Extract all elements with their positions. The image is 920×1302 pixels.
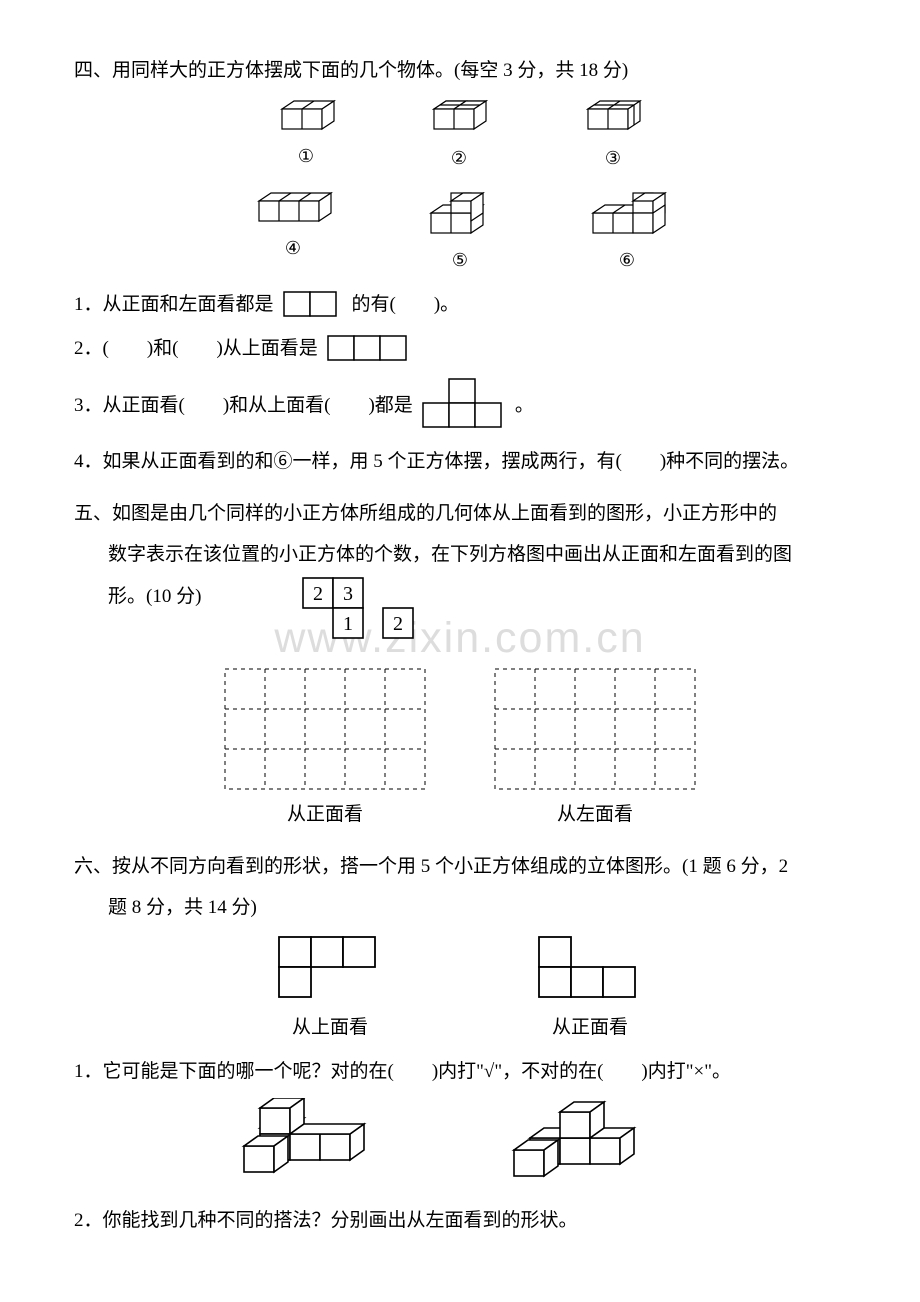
s6-view-pair: 从上面看 从正面看 (74, 933, 846, 1042)
cell-r1c1: 2 (393, 613, 403, 635)
cube-shape-3 (578, 95, 648, 141)
s6-line2: 题 8 分，共 14 分) (108, 887, 257, 929)
l-shape-icon (419, 377, 509, 433)
cube-shape-6 (583, 187, 671, 243)
s4-fig6: ⑥ (583, 187, 671, 275)
s5-right-label: 从左面看 (490, 800, 700, 829)
cube-shape-4 (249, 187, 337, 231)
s6-top-view: 从上面看 (275, 933, 385, 1042)
solid-1 (230, 1098, 400, 1188)
top-view-shape (275, 933, 385, 1003)
s4-q3: 3．从正面看( )和从上面看( )都是 。 (74, 377, 846, 433)
s5-left-label: 从正面看 (220, 800, 430, 829)
s6-q1: 1．它可能是下面的哪一个呢？对的在( )内打"√"，不对的在( )内打"×"。 (74, 1057, 846, 1086)
s4-cap3: ③ (578, 145, 648, 173)
s4-q2-a: 2．( )和( )从上面看是 (74, 334, 318, 363)
s4-cap1: ① (272, 143, 340, 171)
s4-title: 四、用同样大的正方体摆成下面的几个物体。(每空 3 分，共 18 分) (74, 56, 846, 85)
cell-r0c0: 2 (313, 583, 323, 605)
s4-fig1: ① (272, 95, 340, 173)
number-grid: 2 3 1 2 (301, 576, 421, 646)
s4-cap6: ⑥ (583, 247, 671, 275)
s4-fig4: ④ (249, 187, 337, 275)
s4-cap4: ④ (249, 235, 337, 263)
solid-2 (500, 1098, 690, 1188)
s6-top-label: 从上面看 (275, 1013, 385, 1042)
s4-cap5: ⑤ (421, 247, 499, 275)
three-square-icon (324, 333, 414, 363)
s4-q1: 1．从正面和左面看都是 的有( )。 (74, 289, 846, 319)
s5-grids: 从正面看 从左面看 (74, 664, 846, 829)
s4-fig3: ③ (578, 95, 648, 173)
s6-front-label: 从正面看 (535, 1013, 645, 1042)
s4-row1: ① ② (74, 95, 846, 173)
s4-q4: 4．如果从正面看到的和⑥一样，用 5 个正方体摆，摆成两行，有( )种不同的摆法… (74, 447, 846, 476)
s6-q1-txt: 1．它可能是下面的哪一个呢？对的在( )内打"√"，不对的在( )内打"×"。 (74, 1057, 731, 1086)
s5-line2: 数字表示在该位置的小正方体的个数，在下列方格图中画出从正面和左面看到的图 (74, 534, 846, 576)
s5-line3: 形。(10 分) (108, 576, 201, 618)
s6-title: 六、按从不同方向看到的形状，搭一个用 5 个小正方体组成的立体图形。(1 题 6… (74, 846, 846, 930)
s6-solids (74, 1098, 846, 1188)
s5-grid-left: 从正面看 (220, 664, 430, 829)
s6-q2-txt: 2．你能找到几种不同的搭法？分别画出从左面看到的形状。 (74, 1206, 578, 1235)
s6-line1: 六、按从不同方向看到的形状，搭一个用 5 个小正方体组成的立体图形。(1 题 6… (74, 846, 846, 888)
s5-line1: 五、如图是由几个同样的小正方体所组成的几何体从上面看到的图形，小正方形中的 (74, 493, 846, 535)
s4-q1-a: 1．从正面和左面看都是 (74, 290, 274, 319)
s4-q3-b: 。 (515, 391, 534, 420)
page-content: 四、用同样大的正方体摆成下面的几个物体。(每空 3 分，共 18 分) ① (74, 56, 846, 1236)
s6-front-view: 从正面看 (535, 933, 645, 1042)
two-square-icon (280, 289, 346, 319)
cube-shape-1 (272, 95, 340, 139)
s5-grid-right: 从左面看 (490, 664, 700, 829)
s5-title: 五、如图是由几个同样的小正方体所组成的几何体从上面看到的图形，小正方形中的 数字… (74, 493, 846, 647)
cube-shape-5 (421, 187, 499, 243)
s4-row2: ④ ⑤ (74, 187, 846, 275)
cell-r0c1: 3 (343, 583, 353, 605)
dashed-grid-right (490, 664, 700, 794)
s4-q3-a: 3．从正面看( )和从上面看( )都是 (74, 391, 413, 420)
s4-q2: 2．( )和( )从上面看是 (74, 333, 846, 363)
s4-fig5: ⑤ (421, 187, 499, 275)
s6-q2: 2．你能找到几种不同的搭法？分别画出从左面看到的形状。 (74, 1206, 846, 1235)
cell-r1c0: 1 (343, 613, 353, 635)
dashed-grid-left (220, 664, 430, 794)
s4-q4-txt: 4．如果从正面看到的和⑥一样，用 5 个正方体摆，摆成两行，有( )种不同的摆法… (74, 447, 799, 476)
s4-cap2: ② (424, 145, 494, 173)
s4-fig2: ② (424, 95, 494, 173)
cube-shape-2 (424, 95, 494, 141)
front-view-shape (535, 933, 645, 1003)
s4-q1-b: 的有( )。 (352, 290, 460, 319)
